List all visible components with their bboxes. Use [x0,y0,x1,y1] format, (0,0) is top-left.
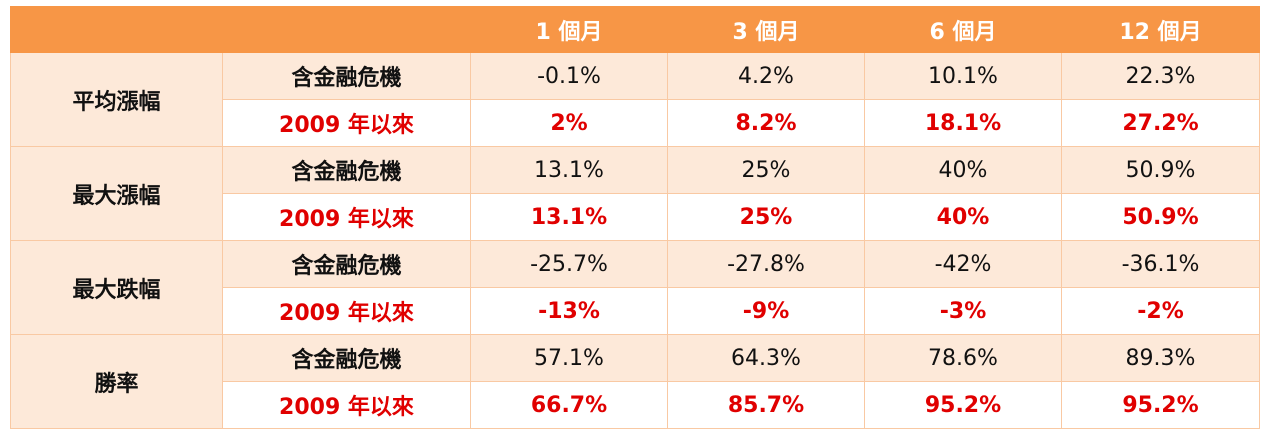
value-cell: 57.1% [470,334,668,382]
row-subcategory-label: 2009 年以來 [222,287,471,335]
group-label-win-rate: 勝率 [10,334,223,429]
row-subcategory-label: 2009 年以來 [222,381,471,429]
value-cell: -42% [864,240,1062,288]
header-period-3m: 3 個月 [667,6,865,53]
value-cell: -0.1% [470,52,668,100]
value-cell: 66.7% [470,381,668,429]
stats-table: 1 個月 3 個月 6 個月 12 個月 平均漲幅 含金融危機 -0.1% 4.… [10,6,1260,429]
table-row: 最大跌幅 含金融危機 -25.7% -27.8% -42% -36.1% [10,240,1260,335]
value-cell: 18.1% [864,99,1062,147]
value-cell: 13.1% [470,146,668,194]
value-cell: 27.2% [1061,99,1260,147]
table-row: 2009 年以來 13.1% 25% 40% 50.9% [11,193,1260,241]
value-cell: 85.7% [667,381,865,429]
table-row: 平均漲幅 含金融危機 -0.1% 4.2% 10.1% 22.3% [10,52,1260,147]
value-cell: 25% [667,193,865,241]
value-cell: -25.7% [470,240,668,288]
table-row: 2009 年以來 2% 8.2% 18.1% 27.2% [11,99,1260,147]
value-cell: 64.3% [667,334,865,382]
row-subcategory-label: 含金融危機 [222,52,471,100]
value-cell: 2% [470,99,668,147]
group-label-avg-gain: 平均漲幅 [10,52,223,147]
row-subcategory-label: 含金融危機 [222,146,471,194]
table-row: 最大漲幅 含金融危機 13.1% 25% 40% 50.9% [10,146,1260,241]
value-cell: -13% [470,287,668,335]
value-cell: -36.1% [1061,240,1260,288]
value-cell: 8.2% [667,99,865,147]
value-cell: 4.2% [667,52,865,100]
header-subcategory-cell [222,6,471,53]
value-cell: 78.6% [864,334,1062,382]
row-subcategory-label: 2009 年以來 [222,193,471,241]
value-cell: 25% [667,146,865,194]
row-subcategory-label: 含金融危機 [222,334,471,382]
value-cell: 40% [864,146,1062,194]
group-label-max-drop: 最大跌幅 [10,240,223,335]
value-cell: 40% [864,193,1062,241]
table-row: 勝率 含金融危機 57.1% 64.3% 78.6% 89.3% [10,334,1260,429]
table-body: 平均漲幅 含金融危機 -0.1% 4.2% 10.1% 22.3% 2009 年… [10,52,1260,429]
group-label-max-gain: 最大漲幅 [10,146,223,241]
value-cell: -27.8% [667,240,865,288]
value-cell: 13.1% [470,193,668,241]
value-cell: -9% [667,287,865,335]
value-cell: 50.9% [1061,146,1260,194]
value-cell: 89.3% [1061,334,1260,382]
header-period-12m: 12 個月 [1061,6,1260,53]
value-cell: 22.3% [1061,52,1260,100]
table-row: 2009 年以來 66.7% 85.7% 95.2% 95.2% [11,381,1260,429]
header-period-1m: 1 個月 [470,6,668,53]
value-cell: -3% [864,287,1062,335]
row-subcategory-label: 含金融危機 [222,240,471,288]
row-subcategory-label: 2009 年以來 [222,99,471,147]
value-cell: -2% [1061,287,1260,335]
stats-table-container: 1 個月 3 個月 6 個月 12 個月 平均漲幅 含金融危機 -0.1% 4.… [10,6,1260,429]
table-header: 1 個月 3 個月 6 個月 12 個月 [10,6,1260,53]
header-corner-cell [10,6,223,53]
header-row: 1 個月 3 個月 6 個月 12 個月 [10,6,1260,53]
value-cell: 50.9% [1061,193,1260,241]
value-cell: 95.2% [1061,381,1260,429]
value-cell: 10.1% [864,52,1062,100]
value-cell: 95.2% [864,381,1062,429]
header-period-6m: 6 個月 [864,6,1062,53]
